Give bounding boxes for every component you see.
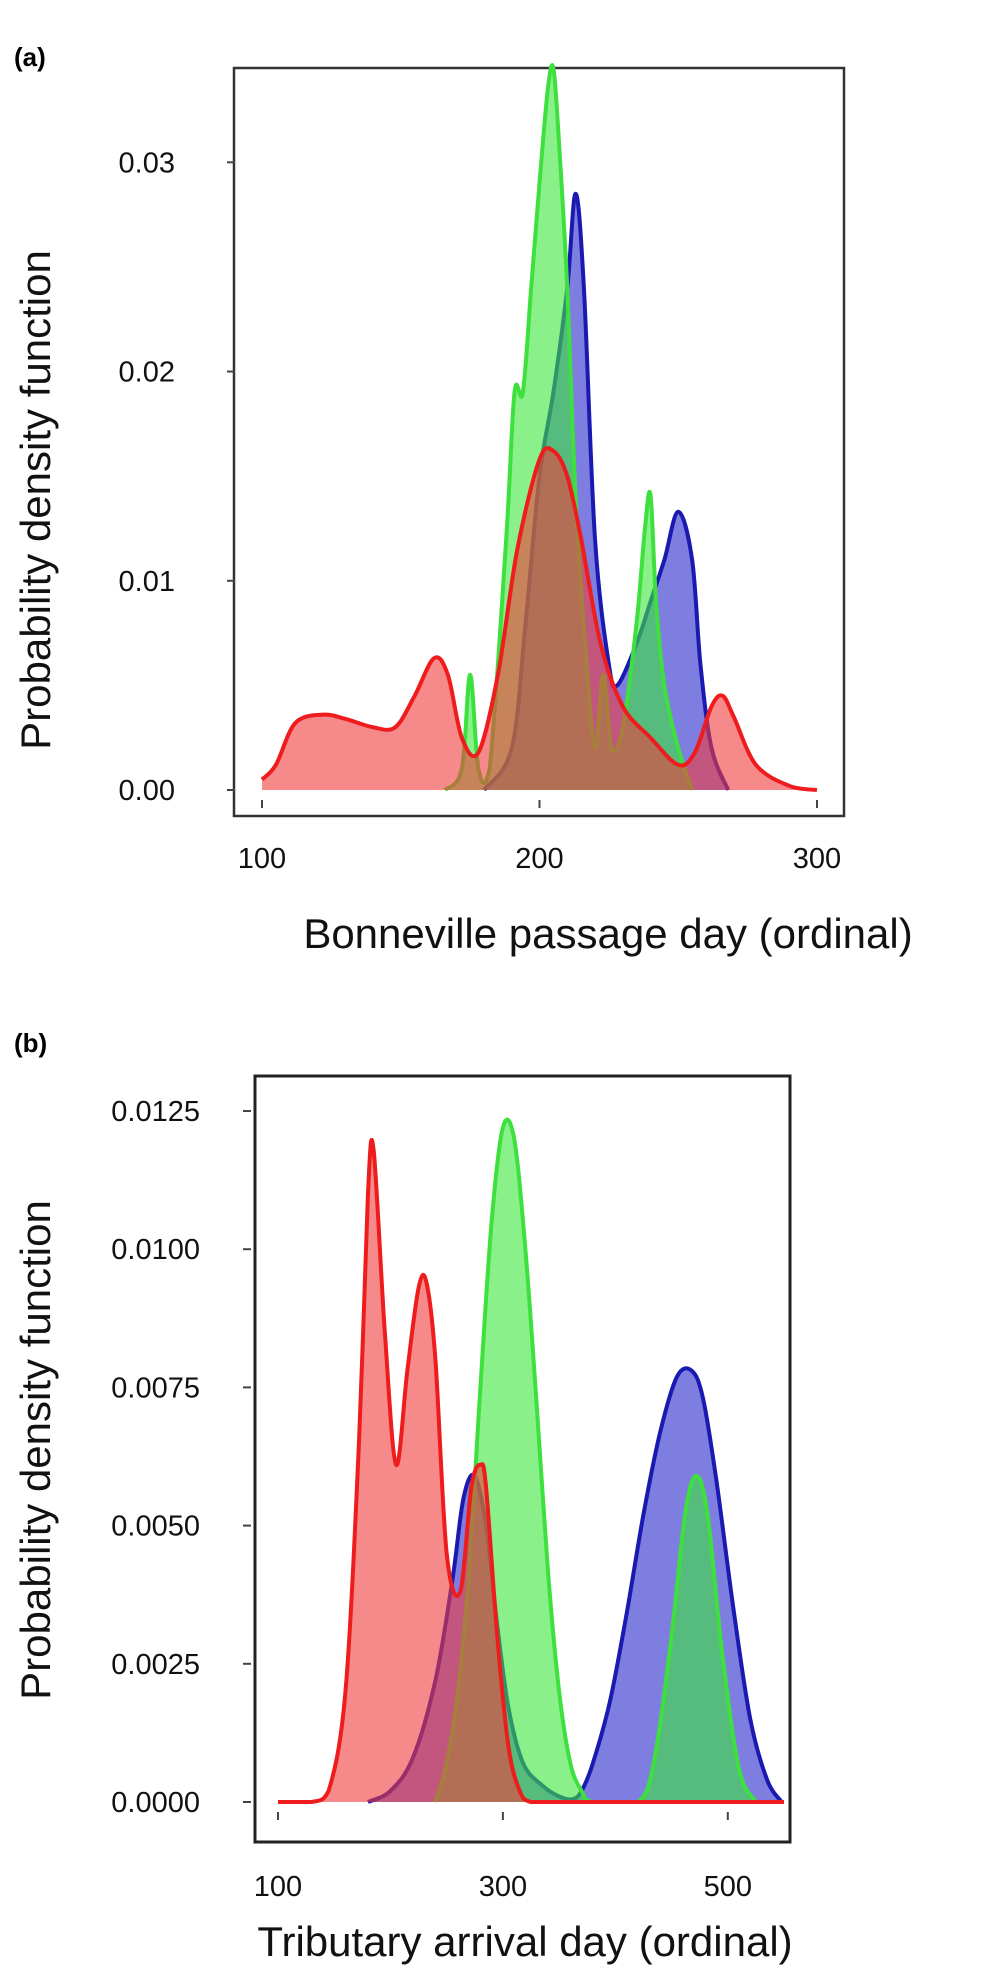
y-tick-label: 0.03 [119,147,175,179]
panel-label-a: (a) [14,42,46,72]
density-curve-red [278,1137,784,1804]
density-area-green [435,1119,756,1802]
plot-area-a: 100 200 300 0.00 0.01 0.02 0.03 [119,63,841,875]
density-area-red [262,447,817,790]
y-axis-title-b: Probability density function [12,1200,59,1700]
x-tick-label: 300 [793,843,841,875]
chart-a-svg: (a) 100 200 300 0.00 0.01 0.02 0.03 Probabilit… [12,42,913,957]
y-tick-label: 0.0050 [111,1511,200,1543]
x-tick-label: 300 [479,1871,527,1903]
y-tick-label: 0.0125 [111,1096,200,1128]
y-tick-label: 0.02 [119,357,175,389]
y-tick-label: 0.0000 [111,1787,200,1819]
density-curve-red [260,446,818,792]
y-tick-label: 0.00 [119,775,175,807]
y-axis-title-a: Probability density function [12,250,59,750]
density-curve-green [443,63,695,792]
plot-frame-b [253,1074,792,1844]
plot-frame-a [232,66,846,818]
chart-b-svg: (b) 100 300 500 0.0000 0.0025 0.0050 0.0075 0.0… [12,1028,793,1965]
density-area-red [278,1139,784,1802]
density-curve-green [433,1117,758,1804]
x-tick-label: 100 [254,1871,302,1903]
y-tick-label: 0.0025 [111,1649,200,1681]
x-axis-title-a: Bonneville passage day (ordinal) [303,910,912,957]
y-tick-label: 0.0100 [111,1234,200,1266]
chart-panel-b: (b) 100 300 500 0.0000 0.0025 0.0050 0.0075 0.0… [0,990,988,1979]
plot-area-b: 100 300 500 0.0000 0.0025 0.0050 0.0075 0.0100 0… [111,1096,784,1903]
x-tick-label: 200 [515,843,563,875]
y-tick-label: 0.0075 [111,1372,200,1404]
x-tick-label: 500 [704,1871,752,1903]
y-tick-label: 0.01 [119,566,175,598]
chart-panel-a: (a) 100 200 300 0.00 0.01 0.02 0.03 Probabilit… [0,0,988,990]
x-axis-title-b: Tributary arrival day (ordinal) [257,1918,792,1965]
x-tick-label: 100 [238,843,286,875]
panel-label-b: (b) [14,1028,47,1058]
